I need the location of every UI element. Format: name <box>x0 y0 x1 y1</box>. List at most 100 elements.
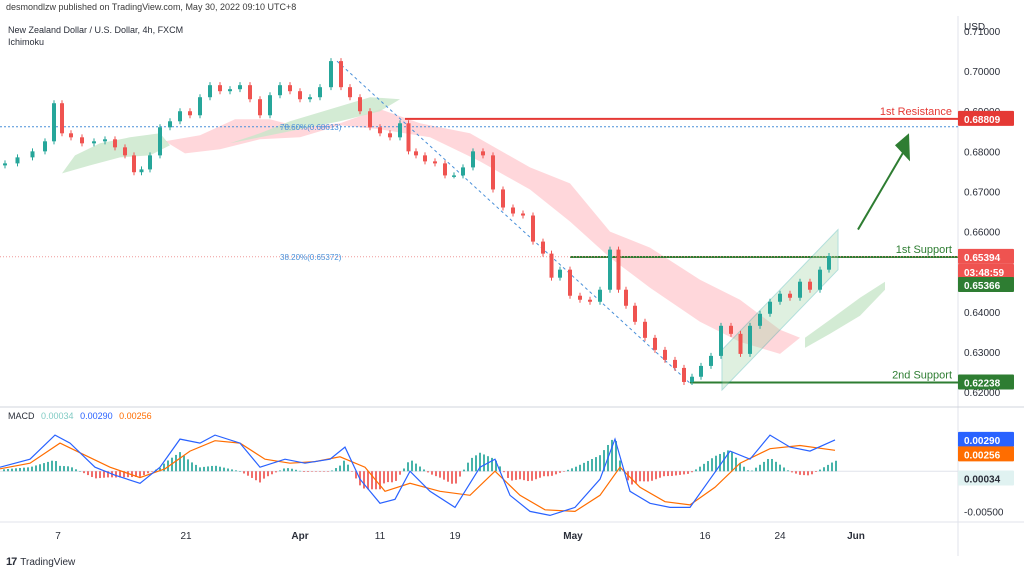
level-label-1: 1st Support <box>896 244 952 256</box>
macd-histogram-bar <box>227 468 229 472</box>
macd-histogram-bar <box>191 462 193 472</box>
macd-histogram-bar <box>239 471 241 472</box>
candle-body <box>541 241 545 254</box>
candle-body <box>549 253 554 278</box>
macd-histogram-bar <box>167 460 169 472</box>
macd-histogram-bar <box>415 463 417 472</box>
candle-body <box>501 189 505 208</box>
price-tick: 0.63000 <box>964 348 1001 359</box>
candle-body <box>818 269 822 290</box>
candle-body <box>132 155 136 173</box>
candle-body <box>709 355 713 366</box>
candle-body <box>699 365 703 377</box>
macd-histogram-bar <box>303 471 305 472</box>
macd-histogram-bar <box>759 464 761 472</box>
candle-body <box>808 281 812 290</box>
macd-histogram-bar <box>91 471 93 477</box>
macd-histogram-bar <box>307 471 309 472</box>
macd-histogram-bar <box>631 471 633 485</box>
macd-histogram-bar <box>275 471 277 473</box>
macd-histogram-bar <box>427 471 429 473</box>
macd-histogram-bar <box>295 469 297 472</box>
candle-body <box>778 293 782 302</box>
macd-histogram-bar <box>291 468 293 472</box>
macd-histogram-bar <box>471 457 473 472</box>
macd-histogram-bar <box>271 471 273 475</box>
macd-histogram-bar <box>391 471 393 483</box>
macd-histogram-bar <box>595 457 597 472</box>
candle-body <box>278 85 282 96</box>
macd-histogram-bar <box>251 471 253 478</box>
signal-value: 0.00256 <box>119 411 152 421</box>
price-tick: 0.70000 <box>964 67 1001 78</box>
macd-histogram-bar <box>603 450 605 472</box>
level-label-0: 1st Resistance <box>880 106 952 118</box>
macd-histogram-bar <box>691 471 693 473</box>
candle-body <box>3 163 7 166</box>
candle-body <box>268 95 272 116</box>
last-price-label-box <box>958 248 1014 264</box>
macd-histogram-bar <box>783 467 785 472</box>
candle-body <box>238 85 242 90</box>
macd-histogram-bar <box>491 457 493 472</box>
fib-label-1: 38.20%(0.65372) <box>280 253 342 262</box>
candle-body <box>568 269 572 296</box>
macd-histogram-bar <box>547 471 549 477</box>
macd-histogram-bar <box>47 461 49 472</box>
macd-histogram-bar <box>83 471 85 474</box>
macd-histogram-bar <box>659 471 661 478</box>
macd-histogram-bar <box>71 467 73 472</box>
projection-arrow-head <box>895 133 910 162</box>
macd-histogram-bar <box>3 469 5 472</box>
price-unit: USD <box>964 22 985 33</box>
macd-histogram-bar <box>287 468 289 472</box>
chart-canvas[interactable]: 1st Resistance 1st Support 2nd Support 78.6… <box>0 16 1024 556</box>
macd-histogram-bar <box>95 471 97 479</box>
macd-histogram-bar <box>7 468 9 472</box>
macd-histogram-bar <box>163 463 165 472</box>
candle-body <box>298 91 302 100</box>
macd-histogram-bar <box>479 452 481 472</box>
resistance1-price-label-box <box>958 110 1014 126</box>
macd-histogram-bar <box>699 466 701 472</box>
macd-histogram-bar <box>787 470 789 472</box>
macd-histogram-bar <box>579 464 581 472</box>
macd-histogram-bar <box>443 471 445 480</box>
signal-axis-label-box <box>958 446 1014 462</box>
macd-histogram-bar <box>395 471 397 481</box>
candle-body <box>788 293 792 298</box>
candle-body <box>461 167 465 176</box>
candle-body <box>738 333 743 354</box>
macd-histogram-bar <box>571 468 573 472</box>
candle-body <box>92 141 96 144</box>
macd-histogram-bar <box>635 471 637 483</box>
candle-body <box>208 85 212 98</box>
macd-tick: -0.00500 <box>964 507 1004 518</box>
macd-histogram-bar <box>563 471 565 472</box>
candle-body <box>188 111 192 116</box>
candle-body <box>368 111 372 128</box>
time-tick: 16 <box>699 531 711 542</box>
candle-body <box>624 289 628 306</box>
macd-histogram-bar <box>447 471 449 482</box>
macd-label: MACD <box>8 411 35 421</box>
macd-histogram-bar <box>315 471 317 472</box>
macd-histogram-bar <box>715 455 717 472</box>
macd-histogram-bar <box>591 459 593 472</box>
macd-histogram-bar <box>527 471 529 482</box>
candle-body <box>139 169 144 173</box>
price-tick: 0.67000 <box>964 187 1001 198</box>
cloud-green-area-2 <box>230 97 400 144</box>
macd-histogram-bar <box>663 471 665 477</box>
macd-histogram-bar <box>131 471 133 478</box>
candle-body <box>521 213 525 216</box>
macd-histogram-bar <box>63 466 65 472</box>
time-tick: 19 <box>449 531 461 542</box>
macd-histogram-bar <box>723 452 725 472</box>
candle-body <box>443 163 447 176</box>
macd-histogram-bar <box>587 460 589 472</box>
macd-histogram-bar <box>615 440 617 472</box>
macd-histogram-bar <box>235 470 237 472</box>
price-tick: 0.66000 <box>964 228 1001 239</box>
macd-histogram-bar <box>23 467 25 472</box>
